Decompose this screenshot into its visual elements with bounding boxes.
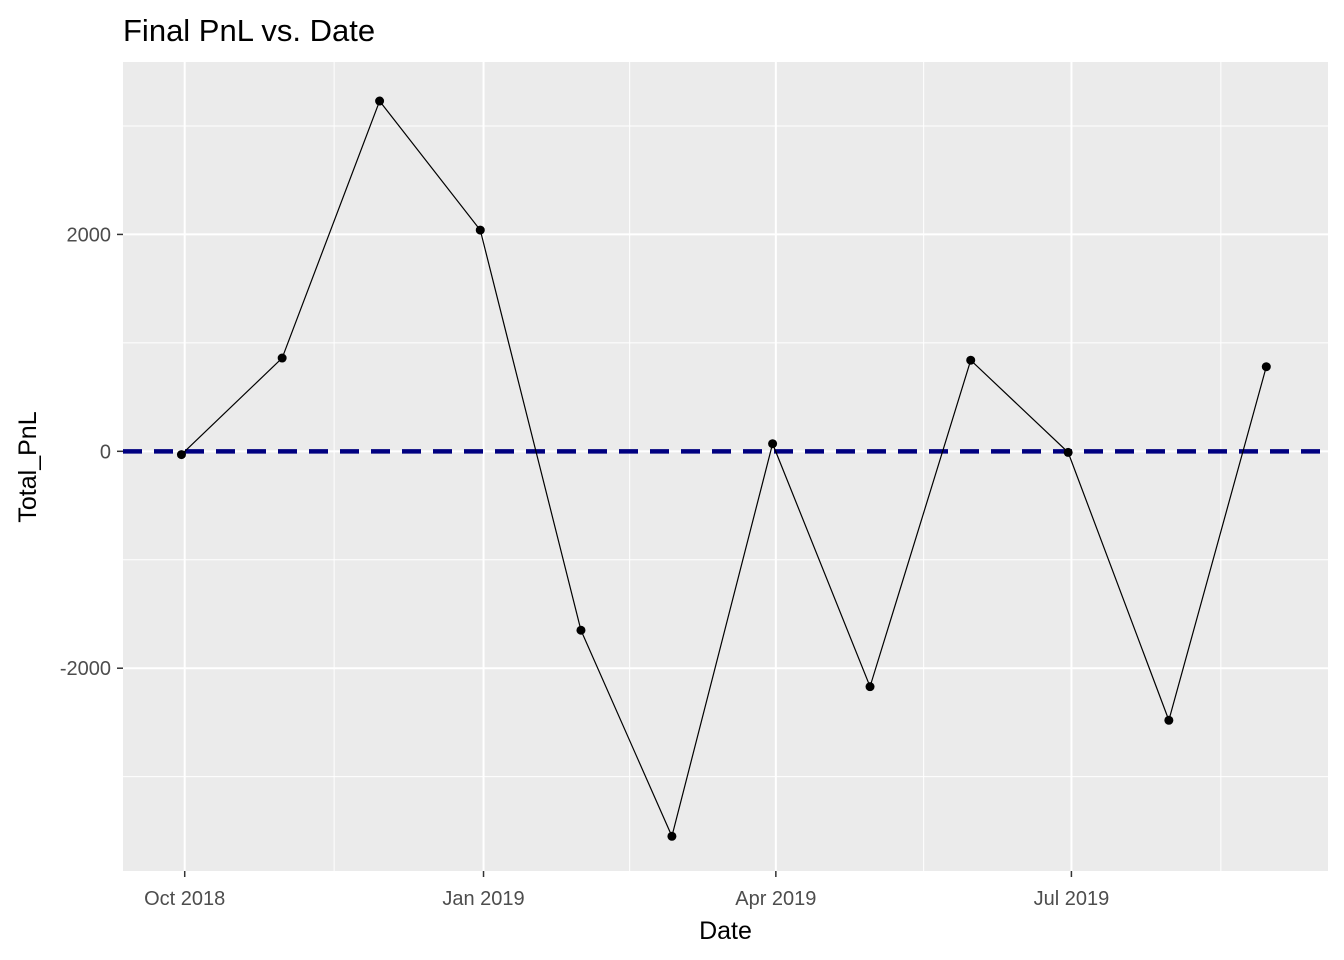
minor-gridlines (123, 62, 1328, 871)
x-tick-label: Oct 2018 (144, 888, 225, 910)
y-tick-label: -2000 (60, 658, 111, 680)
plot-panel (123, 62, 1328, 871)
x-axis-ticks: Oct 2018 Jan 2019 Apr 2019 Jul 2019 (144, 871, 1109, 910)
data-point (576, 625, 586, 635)
y-axis-ticks: -2000 0 2000 (60, 224, 123, 680)
series-points-layer (176, 96, 1271, 841)
data-point (768, 439, 778, 449)
x-axis-title: Date (699, 917, 752, 945)
data-point (667, 831, 677, 841)
series-line-layer (181, 99, 1267, 839)
data-point (966, 355, 976, 365)
data-point (1164, 715, 1174, 725)
x-tick-label: Apr 2019 (735, 888, 816, 910)
chart-title: Final PnL vs. Date (123, 13, 375, 48)
data-point (176, 450, 186, 460)
series-line (181, 99, 1267, 839)
y-axis-title: Total_PnL (14, 411, 42, 522)
x-tick-label: Jan 2019 (442, 888, 524, 910)
data-point (1063, 447, 1073, 457)
data-point (475, 225, 485, 235)
data-point (375, 96, 385, 106)
y-tick-label: 2000 (67, 224, 112, 246)
data-point (865, 682, 875, 692)
data-point (1261, 362, 1271, 372)
data-point (277, 353, 287, 363)
x-tick-label: Jul 2019 (1034, 888, 1110, 910)
y-tick-label: 0 (100, 441, 111, 463)
